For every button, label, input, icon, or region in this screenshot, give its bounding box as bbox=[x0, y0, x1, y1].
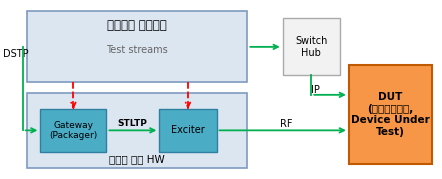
Bar bbox=[40, 109, 107, 152]
Text: DSTP: DSTP bbox=[3, 49, 29, 59]
Text: Gateway
(Packager): Gateway (Packager) bbox=[49, 121, 98, 140]
Bar bbox=[27, 93, 248, 168]
Text: Exciter: Exciter bbox=[171, 125, 205, 135]
Text: RF: RF bbox=[281, 119, 293, 129]
Bar bbox=[349, 65, 432, 164]
Bar bbox=[27, 11, 248, 82]
Text: STLTP: STLTP bbox=[117, 119, 147, 128]
Bar bbox=[283, 18, 340, 75]
Text: Test streams: Test streams bbox=[107, 45, 168, 55]
Bar bbox=[159, 109, 217, 152]
Text: Switch
Hub: Switch Hub bbox=[295, 36, 328, 58]
Text: 방송망 송출 HW: 방송망 송출 HW bbox=[110, 155, 165, 165]
Text: DUT
(시험대상장비,
Device Under
Test): DUT (시험대상장비, Device Under Test) bbox=[351, 92, 430, 137]
Text: 시험도구 관리장비: 시험도구 관리장비 bbox=[107, 19, 167, 32]
Text: IP: IP bbox=[311, 84, 320, 95]
